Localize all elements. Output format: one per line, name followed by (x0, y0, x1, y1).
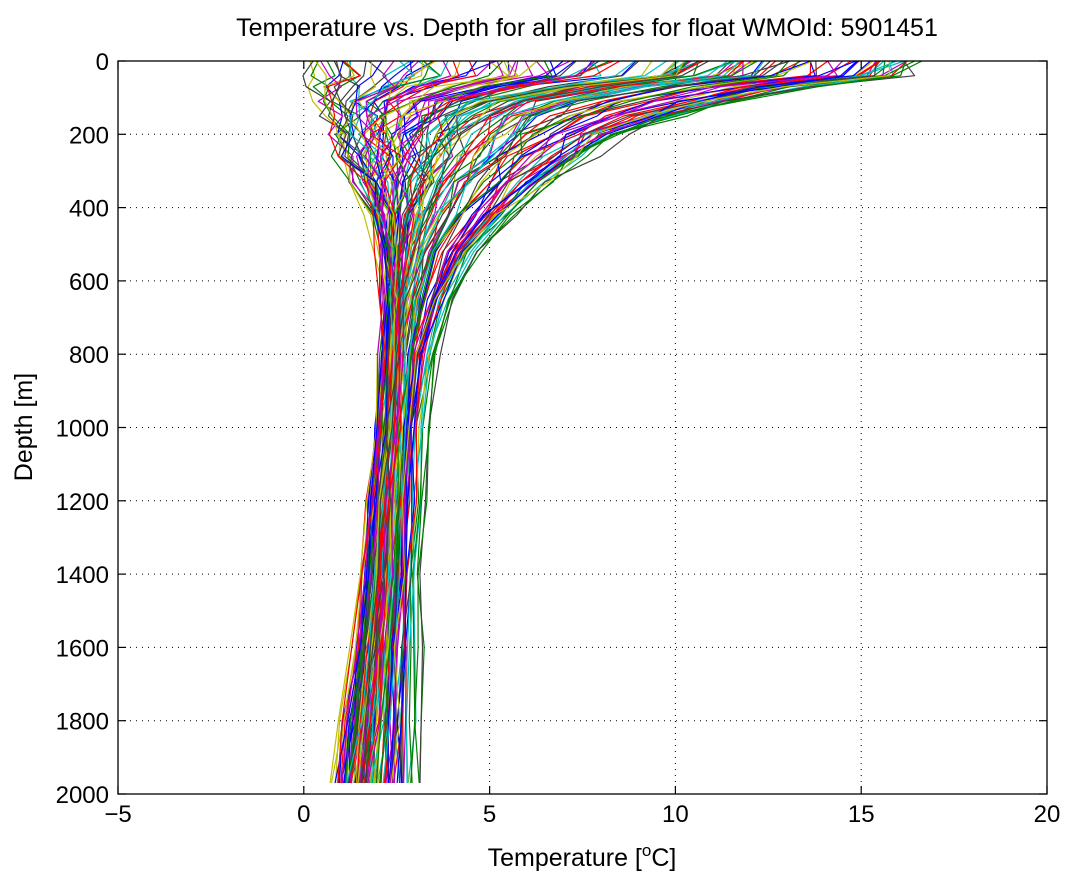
y-tick-label: 800 (69, 342, 109, 369)
profile-line (393, 60, 852, 784)
profile-line (373, 60, 637, 784)
y-tick-label: 1800 (56, 709, 109, 736)
profile-line (361, 60, 791, 784)
profile-line (400, 60, 816, 784)
profile-line (414, 60, 907, 784)
profile-line (393, 60, 895, 784)
profile-line (396, 60, 858, 784)
y-tick-label: 1000 (56, 416, 109, 443)
profile-line (347, 60, 420, 784)
profile-line (401, 60, 895, 783)
profile-line (391, 60, 877, 784)
profile-line (366, 60, 701, 784)
profile-line (385, 60, 812, 784)
profile-line (370, 60, 636, 784)
profile-line (405, 60, 898, 784)
profile-line (379, 60, 758, 784)
grid-layer (118, 61, 1047, 794)
profile-line (390, 60, 891, 784)
profile-line (387, 60, 859, 784)
tick-layer: −5 0 5 10 15 20020040060080010001200140016001… (56, 49, 1061, 828)
x-tick-label: 20 (1034, 801, 1061, 828)
profile-line (363, 60, 620, 784)
profile-line (375, 60, 790, 784)
chart-title: Temperature vs. Depth for all profiles f… (236, 14, 938, 42)
profile-line (389, 60, 877, 784)
y-tick-label: 1200 (56, 489, 109, 516)
profile-line (419, 60, 916, 784)
profile-lines (302, 60, 923, 784)
plot-frame (117, 60, 1048, 795)
x-tick-label: 15 (848, 801, 875, 828)
y-tick-label: 1600 (56, 635, 109, 662)
profile-line (382, 60, 765, 784)
profile-line (402, 60, 844, 784)
x-tick-label: 10 (662, 801, 689, 828)
x-tick-label: 0 (297, 801, 310, 828)
x-axis-label: Temperature [oC] (488, 841, 677, 872)
x-tick-label: 5 (483, 801, 496, 828)
y-tick-label: 1400 (56, 562, 109, 589)
profile-line (341, 60, 494, 784)
profile-line (367, 60, 596, 784)
profile-line (315, 60, 388, 784)
profile-line (355, 60, 402, 784)
profile-line (396, 60, 871, 784)
profile-line (402, 60, 860, 784)
profile-line (389, 60, 838, 784)
y-axis-label: Depth [m] (10, 373, 38, 481)
profile-line (364, 60, 709, 784)
profile-line (339, 60, 394, 784)
profile-line (334, 60, 389, 784)
x-tick-label: −5 (104, 801, 131, 828)
profile-line (350, 60, 477, 784)
y-tick-label: 600 (69, 269, 109, 296)
profile-line (410, 60, 886, 784)
profile-line (398, 60, 784, 784)
profile-line (357, 60, 511, 784)
profile-line (387, 60, 908, 784)
y-tick-label: 400 (69, 196, 109, 223)
y-tick-label: 200 (69, 122, 109, 149)
y-tick-label: 2000 (56, 782, 109, 809)
y-tick-label: 0 (96, 49, 109, 76)
profile-line (326, 60, 386, 784)
